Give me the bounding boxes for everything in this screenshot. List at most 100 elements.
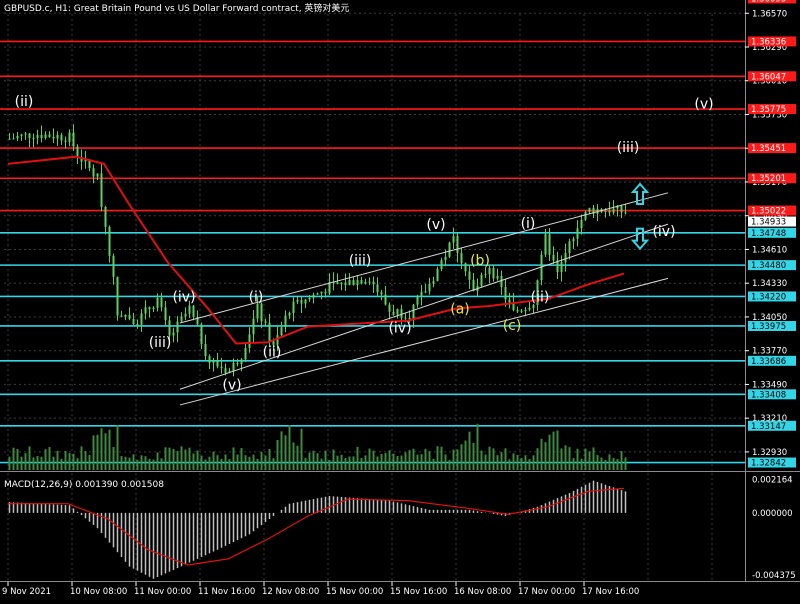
candle-body xyxy=(44,134,47,139)
candle-body xyxy=(340,282,343,285)
y-tick-label: 1.36570 xyxy=(752,9,787,19)
candle-body xyxy=(376,284,379,293)
candle-body xyxy=(252,318,255,335)
channel-lines xyxy=(179,192,669,406)
candle-body xyxy=(472,279,475,292)
candle-body xyxy=(564,253,567,263)
red-level-label-box xyxy=(748,205,796,216)
candle-body xyxy=(48,134,51,137)
candle-body xyxy=(264,321,267,323)
wave-labels: (ii) (iii) (iv) (v) (i) (ii) (iii) (iv) (v) (b) (a… xyxy=(15,94,714,393)
red-level-label: 1.35451 xyxy=(751,144,786,154)
y-tick-label: 1.32930 xyxy=(752,448,787,458)
candle-body xyxy=(528,307,531,310)
candle-body xyxy=(432,281,435,284)
candle-body xyxy=(260,303,263,322)
cyan-level-label-box xyxy=(748,457,796,468)
candle-body xyxy=(552,254,555,261)
candle-body xyxy=(460,252,463,264)
price-axis: 1.365701.362901.360101.357301.354501.351… xyxy=(745,0,796,581)
candle-body xyxy=(276,335,279,345)
candle-body xyxy=(220,366,223,369)
candle-body xyxy=(300,299,303,304)
candle-body xyxy=(28,133,31,139)
candle-body xyxy=(408,317,411,319)
candle-body xyxy=(172,332,175,336)
red-level-label: 1.35022 xyxy=(751,207,786,217)
red-level-label: 1.35775 xyxy=(751,105,786,115)
candle-body xyxy=(200,324,203,344)
candle-body xyxy=(208,356,211,363)
y-tick-label: 1.33770 xyxy=(752,347,787,357)
candle-body xyxy=(116,276,119,316)
y-tick-label: 1.34330 xyxy=(752,279,787,289)
candle-body xyxy=(572,238,575,242)
current-price-label: 1.34933 xyxy=(751,218,786,228)
candle-body xyxy=(112,255,115,277)
candle-body xyxy=(40,135,43,139)
x-tick-label: 15 Nov 00:00 xyxy=(326,587,383,597)
y-tick-label: 1.35730 xyxy=(752,110,787,120)
candle-body xyxy=(64,140,67,142)
wave-label: (a) xyxy=(450,301,470,317)
candle-body xyxy=(560,262,563,273)
macd-tick-label: -0.004375 xyxy=(752,571,796,581)
candle-body xyxy=(556,260,559,273)
macd-signal-line xyxy=(8,487,625,566)
cyan-level-label: 1.33975 xyxy=(751,322,786,332)
wave-label: (c) xyxy=(503,318,522,334)
x-tick-label: 11 Nov 00:00 xyxy=(134,587,191,597)
candle-body xyxy=(356,280,359,286)
y-tick-label: 1.33490 xyxy=(752,380,787,390)
candle-body xyxy=(352,280,355,286)
cyan-level-label: 1.33686 xyxy=(751,357,786,367)
candle-body xyxy=(92,168,95,177)
candle-body xyxy=(584,211,587,220)
candle-body xyxy=(160,297,163,308)
red-level-label: 1.35201 xyxy=(751,174,786,184)
candle-body xyxy=(248,334,251,348)
candle-body xyxy=(236,362,239,365)
candle-body xyxy=(36,135,39,138)
chart-header: GBPUSD.c, H1: Great Britain Pound vs US … xyxy=(4,2,349,14)
candle-body xyxy=(452,235,455,243)
candle-body xyxy=(140,313,143,325)
cyan-level-label-box xyxy=(748,389,796,400)
candle-body xyxy=(68,132,71,142)
candle-body xyxy=(244,347,247,360)
candle-body xyxy=(496,275,499,279)
x-tick-label: 17 Nov 00:00 xyxy=(518,587,575,597)
x-tick-label: 16 Nov 08:00 xyxy=(454,587,511,597)
volume-bars xyxy=(8,423,627,470)
candle-body xyxy=(104,206,107,227)
candle-body xyxy=(464,263,467,272)
candle-body xyxy=(180,316,183,322)
x-tick-label: 11 Nov 16:00 xyxy=(198,587,255,597)
cyan-level-label: 1.34480 xyxy=(751,261,786,271)
candle-body xyxy=(312,294,315,298)
candle-body xyxy=(576,228,579,239)
candle-body xyxy=(380,292,383,295)
y-tick-label: 1.36010 xyxy=(752,77,787,87)
x-tick-label: 12 Nov 08:00 xyxy=(262,587,319,597)
ma-line xyxy=(7,155,625,345)
candle-body xyxy=(100,173,103,207)
red-level-label: 1.36693 xyxy=(751,0,786,4)
signal-arrows xyxy=(630,182,650,251)
candle-body xyxy=(280,327,283,336)
candle-body xyxy=(320,291,323,294)
candle-body xyxy=(608,210,611,213)
candle-body xyxy=(512,302,515,311)
candle-body xyxy=(224,368,227,373)
candle-body xyxy=(304,299,307,304)
candle-body xyxy=(548,234,551,255)
wave-label: (iv) xyxy=(172,289,195,305)
candle-body xyxy=(56,135,59,139)
candle-body xyxy=(412,304,415,319)
x-tick-label: 17 Nov 16:00 xyxy=(582,587,639,597)
y-tick-label: 1.33210 xyxy=(752,414,787,424)
candle-body xyxy=(524,309,527,312)
candle-body xyxy=(76,146,79,157)
candle-body xyxy=(504,287,507,300)
candle-body xyxy=(384,294,387,305)
